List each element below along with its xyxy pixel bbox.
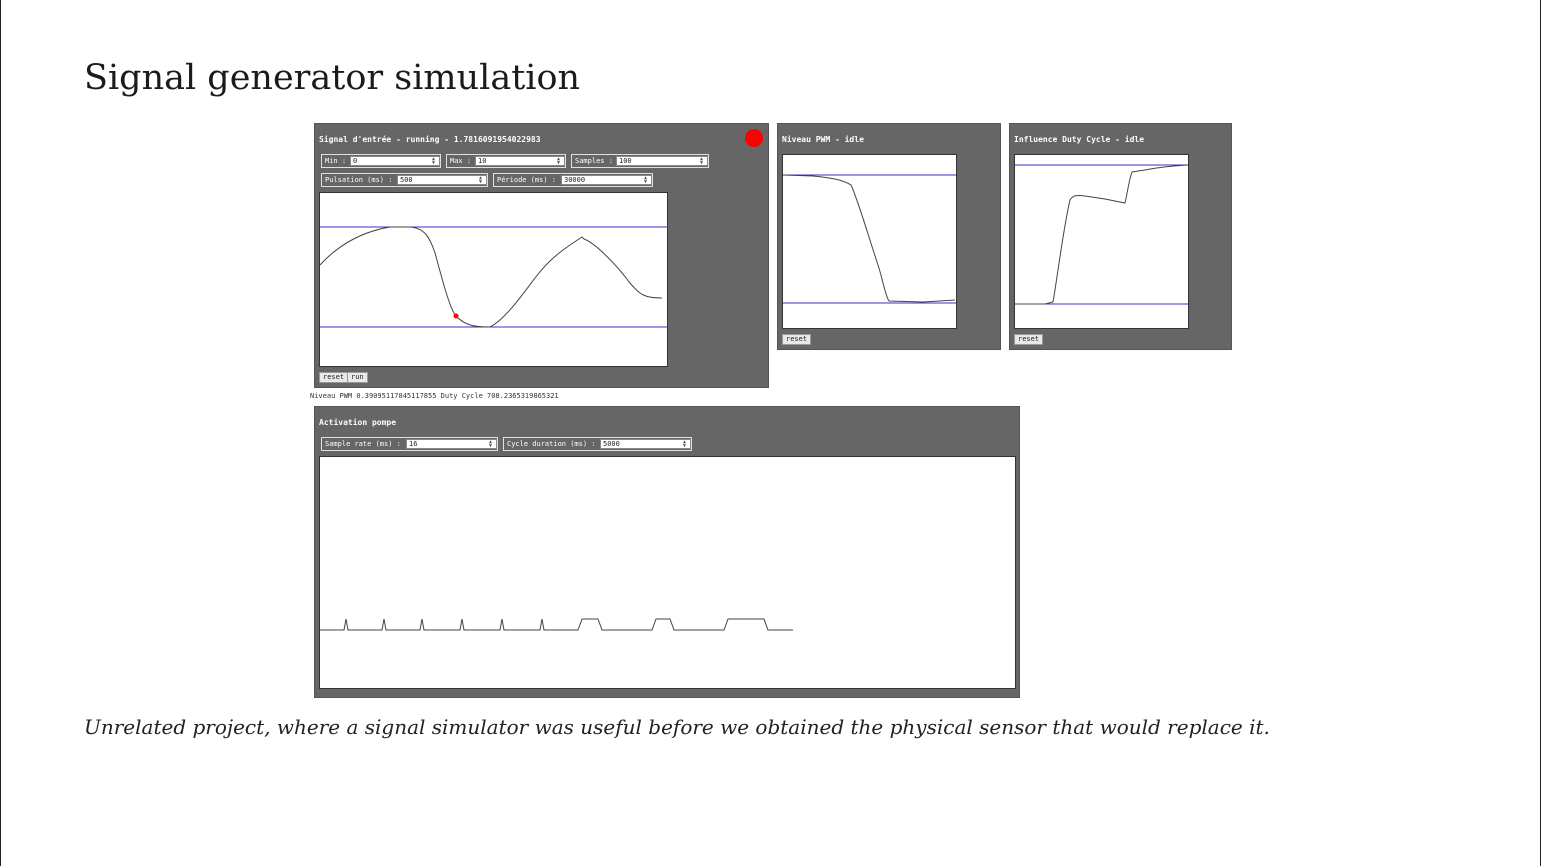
- duty-reset-button[interactable]: reset: [1014, 334, 1044, 345]
- duty-cycle-panel: Influence Duty Cycle - idle reset: [1009, 123, 1232, 350]
- cycle-duration-field: Cycle duration (ms) : 5000 ▲ ▼: [503, 437, 692, 451]
- samples-label: Samples :: [575, 157, 613, 165]
- input-signal-panel: Signal d'entrée - running - 1.7816091954…: [314, 123, 769, 388]
- cycle-duration-input[interactable]: 5000: [600, 439, 691, 449]
- figure-caption: Unrelated project, where a signal simula…: [84, 715, 1270, 739]
- pump-panel-title: Activation pompe: [319, 418, 397, 427]
- max-input[interactable]: 10: [475, 156, 565, 166]
- duty-cycle-plot: [1014, 154, 1189, 329]
- pwm-level-curve: [783, 174, 956, 303]
- max-spinner-icon[interactable]: ▲ ▼: [556, 156, 560, 166]
- min-field: Min : 0 ▲ ▼: [321, 154, 441, 168]
- input-panel-title: Signal d'entrée - running - 1.7816091954…: [319, 135, 541, 144]
- min-label: Min :: [325, 157, 347, 165]
- input-signal-plot: [319, 192, 668, 367]
- pulsation-label: Pulsation (ms) :: [325, 176, 393, 184]
- pump-activation-trace: [320, 618, 793, 631]
- periode-input[interactable]: 30000: [561, 175, 652, 185]
- samples-field: Samples : 100 ▲ ▼: [571, 154, 709, 168]
- max-label: Max :: [450, 157, 472, 165]
- left-frame-edge: [0, 0, 1, 866]
- max-field: Max : 10 ▲ ▼: [446, 154, 566, 168]
- running-status-indicator: [745, 129, 763, 147]
- pwm-level-panel: Niveau PWM - idle reset: [777, 123, 1001, 350]
- pwm-duty-status-text: Niveau PWM 0.39095117845117855 Duty Cycl…: [310, 392, 559, 400]
- input-reset-button[interactable]: reset: [319, 372, 349, 383]
- samples-input[interactable]: 100: [616, 156, 708, 166]
- cycle-duration-label: Cycle duration (ms) :: [507, 440, 596, 448]
- pwm-level-plot: [782, 154, 957, 329]
- periode-spinner-icon[interactable]: ▲ ▼: [643, 175, 647, 185]
- pulsation-field: Pulsation (ms) : 500 ▲ ▼: [321, 173, 488, 187]
- sample-rate-spinner-icon[interactable]: ▲ ▼: [488, 439, 492, 449]
- duty-panel-title: Influence Duty Cycle - idle: [1014, 135, 1145, 144]
- right-frame-edge: [1540, 0, 1541, 866]
- sample-rate-input[interactable]: 16: [406, 439, 497, 449]
- min-spinner-icon[interactable]: ▲ ▼: [431, 156, 435, 166]
- pulsation-input[interactable]: 500: [397, 175, 487, 185]
- sample-rate-label: Sample rate (ms) :: [325, 440, 401, 448]
- sample-rate-field: Sample rate (ms) : 16 ▲ ▼: [321, 437, 498, 451]
- cycle-duration-spinner-icon[interactable]: ▲ ▼: [682, 439, 686, 449]
- current-sample-marker: [453, 313, 459, 319]
- duty-cycle-curve: [1015, 164, 1188, 305]
- pwm-panel-title: Niveau PWM - idle: [782, 135, 864, 144]
- periode-field: Période (ms) : 30000 ▲ ▼: [493, 173, 653, 187]
- run-button[interactable]: run: [347, 372, 368, 383]
- pump-activation-plot: [319, 456, 1016, 689]
- min-input[interactable]: 0: [350, 156, 440, 166]
- pwm-reset-button[interactable]: reset: [782, 334, 812, 345]
- samples-spinner-icon[interactable]: ▲ ▼: [699, 156, 703, 166]
- page-title: Signal generator simulation: [84, 58, 581, 98]
- pulsation-spinner-icon[interactable]: ▲ ▼: [478, 175, 482, 185]
- pump-activation-panel: Activation pompe Sample rate (ms) : 16 ▲…: [314, 406, 1020, 698]
- input-signal-curve: [320, 226, 663, 328]
- periode-label: Période (ms) :: [497, 176, 557, 184]
